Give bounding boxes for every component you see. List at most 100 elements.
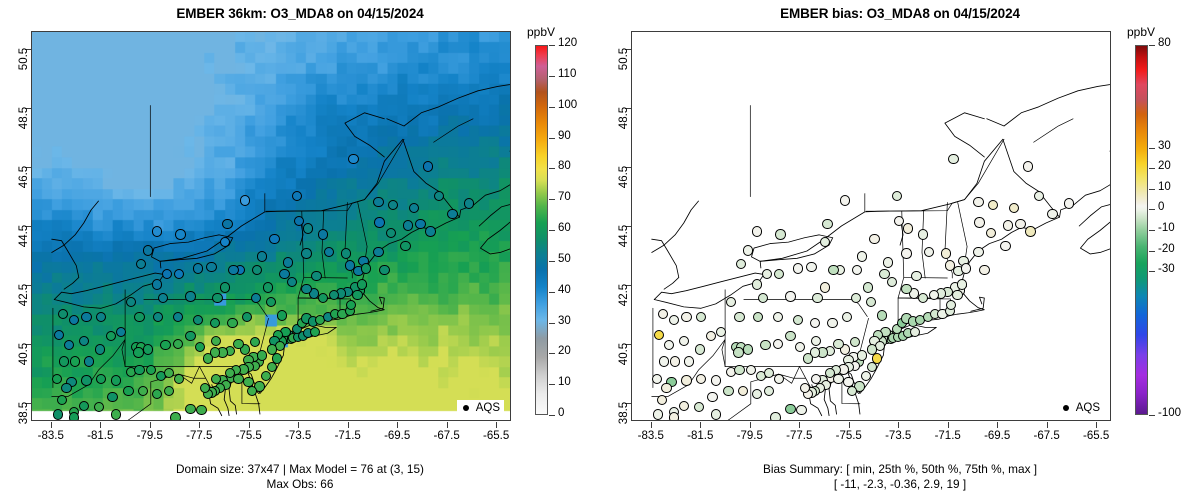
colorbar-tick — [549, 45, 555, 46]
aqs-station-marker — [151, 226, 163, 237]
aqs-station-marker — [856, 350, 868, 361]
aqs-station-marker — [161, 269, 172, 280]
y-axis-tick — [25, 344, 31, 346]
aqs-station-marker — [379, 264, 390, 275]
aqs-station-marker — [164, 385, 175, 397]
aqs-station-marker — [61, 382, 72, 394]
y-axis-tick — [25, 226, 31, 227]
aqs-station-marker — [447, 208, 458, 219]
aqs-station-marker — [812, 292, 823, 304]
colorbar-tick — [1149, 147, 1155, 149]
aqs-station-marker — [901, 248, 912, 259]
aqs-station-marker — [733, 347, 744, 358]
aqs-station-marker — [785, 331, 796, 342]
aqs-station-marker — [145, 365, 156, 376]
aqs-station-marker — [681, 375, 692, 386]
aqs-station-marker — [882, 257, 894, 268]
aqs-dot-icon — [1062, 405, 1069, 411]
aqs-station-marker — [219, 236, 231, 247]
y-axis-tick — [25, 403, 31, 405]
x-axis-tick — [496, 422, 498, 428]
colorbar-tick-label: 0 — [1158, 201, 1165, 214]
x-axis-label: -71.5 — [934, 430, 961, 442]
aqs-station-marker — [802, 353, 813, 364]
aqs-station-marker — [209, 317, 221, 329]
aqs-station-marker — [409, 202, 420, 213]
aqs-station-marker — [195, 341, 206, 352]
model-caption: Domain size: 37x47 | Max Model = 76 at (… — [0, 462, 600, 492]
x-axis-tick — [347, 422, 349, 428]
colorbar-tick — [549, 75, 555, 77]
aqs-station-marker — [317, 292, 328, 304]
aqs-station-marker — [402, 220, 414, 231]
aqs-station-marker — [222, 218, 233, 230]
aqs-station-marker — [710, 409, 722, 420]
aqs-station-marker — [696, 311, 707, 323]
aqs-station-marker — [715, 326, 727, 338]
aqs-station-marker — [819, 282, 831, 293]
x-axis-tick — [650, 422, 652, 428]
aqs-station-marker — [743, 245, 754, 256]
aqs-legend-bias: AQS — [1056, 400, 1104, 416]
aqs-station-marker — [1063, 198, 1074, 209]
aqs-station-marker — [710, 375, 722, 386]
aqs-station-marker — [745, 365, 756, 376]
aqs-station-marker — [68, 412, 80, 420]
x-axis-label: -69.5 — [984, 430, 1011, 442]
aqs-station-marker — [94, 344, 106, 355]
aqs-station-marker — [301, 248, 312, 259]
aqs-station-marker — [839, 344, 850, 355]
x-axis-tick — [149, 422, 151, 428]
aqs-station-marker — [174, 269, 185, 280]
aqs-station-marker — [772, 338, 784, 349]
aqs-station-marker — [143, 245, 154, 256]
colorbar-tick — [549, 291, 555, 293]
aqs-station-marker — [806, 261, 817, 273]
aqs-station-marker — [948, 153, 959, 165]
aqs-station-marker — [792, 263, 803, 274]
aqs-station-marker — [656, 394, 667, 405]
aqs-station-marker — [279, 269, 290, 280]
colorbar-tick — [549, 137, 555, 139]
y-axis-tick — [625, 285, 631, 287]
aqs-station-marker — [311, 270, 322, 281]
aqs-station-marker — [847, 385, 858, 397]
y-axis-tick — [625, 403, 631, 405]
model-map-plot-area[interactable]: AQS — [31, 31, 511, 421]
aqs-station-marker — [70, 356, 81, 367]
aqs-station-marker — [107, 391, 118, 403]
bias-map-plot-area[interactable]: AQS — [631, 31, 1111, 421]
colorbar-tick-label: 50 — [558, 252, 571, 265]
aqs-station-marker — [233, 338, 244, 349]
aqs-station-marker — [917, 292, 928, 304]
aqs-station-marker — [707, 391, 718, 403]
aqs-station-marker — [263, 282, 274, 293]
x-axis-label: -75.5 — [235, 430, 262, 442]
colorbar-tick-label: 10 — [558, 376, 571, 389]
aqs-station-marker — [923, 246, 935, 258]
x-axis-tick — [848, 422, 850, 428]
colorbar-tick-label: 30 — [558, 314, 571, 327]
aqs-station-marker — [696, 374, 707, 385]
aqs-station-marker — [917, 229, 928, 240]
colorbar-tick-label: 100 — [558, 98, 578, 111]
aqs-station-marker — [242, 311, 253, 323]
x-axis-label: -73.5 — [285, 430, 312, 442]
aqs-station-marker — [654, 329, 665, 340]
aqs-station-marker — [723, 385, 734, 397]
aqs-station-marker — [792, 314, 803, 326]
colorbar-tick-label: 110 — [558, 67, 577, 80]
colorbar-tick-label: 20 — [558, 345, 571, 358]
aqs-station-marker — [764, 368, 775, 379]
aqs-station-marker — [373, 246, 384, 258]
aqs-station-marker — [871, 353, 883, 364]
x-axis-tick — [898, 422, 900, 428]
aqs-station-marker — [785, 403, 796, 414]
aqs-station-marker — [228, 264, 239, 275]
aqs-station-marker — [822, 218, 833, 230]
aqs-station-marker — [433, 190, 445, 202]
aqs-station-marker — [317, 229, 328, 240]
aqs-station-marker — [192, 314, 203, 326]
aqs-station-marker — [876, 310, 888, 321]
aqs-station-marker — [51, 374, 62, 385]
